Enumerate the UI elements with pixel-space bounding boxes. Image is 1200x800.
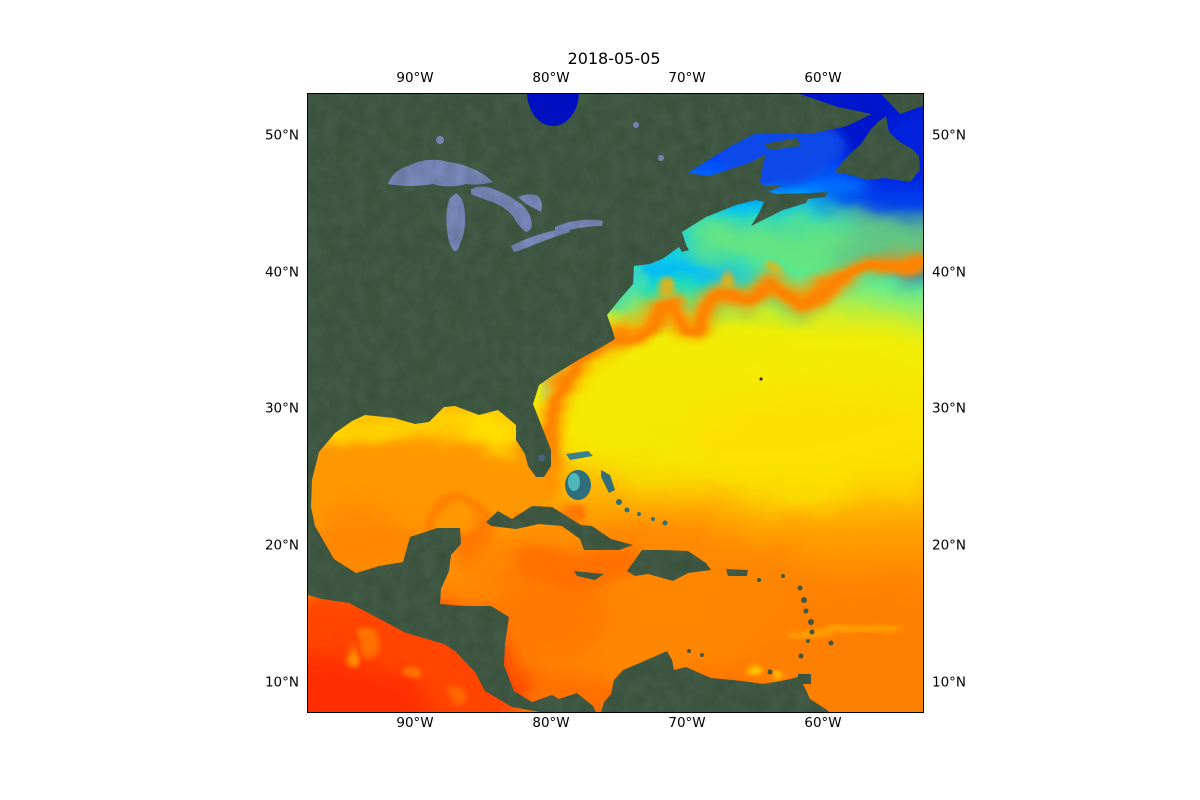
lake-michigan bbox=[446, 193, 466, 252]
hispaniola bbox=[627, 550, 711, 581]
newfoundland bbox=[834, 116, 920, 182]
tick-top-60w: 60°W bbox=[804, 70, 842, 86]
bermuda-dot bbox=[759, 377, 763, 381]
sst-map-canvas bbox=[308, 94, 923, 712]
lake-nipigon bbox=[436, 136, 444, 144]
puerto-rico bbox=[726, 569, 748, 576]
anticosti-island bbox=[764, 138, 801, 150]
map-frame bbox=[307, 93, 924, 713]
georgian-bay bbox=[518, 194, 542, 212]
lake-mistassini bbox=[633, 122, 639, 128]
tick-bottom-90w: 90°W bbox=[396, 715, 434, 731]
tick-left-30n: 30°N bbox=[264, 400, 299, 417]
tick-bottom-70w: 70°W bbox=[668, 715, 706, 731]
south-america bbox=[601, 651, 829, 712]
james-bay bbox=[527, 94, 579, 126]
tick-right-20n: 20°N bbox=[932, 537, 967, 554]
tick-left-10n: 10°N bbox=[264, 674, 299, 691]
tick-bottom-60w: 60°W bbox=[804, 715, 842, 731]
tick-right-40n: 40°N bbox=[932, 264, 967, 281]
tick-top-70w: 70°W bbox=[668, 70, 706, 86]
tick-left-50n: 50°N bbox=[264, 127, 299, 144]
plot-title: 2018-05-05 bbox=[567, 49, 661, 68]
tick-bottom-80w: 80°W bbox=[532, 715, 570, 731]
lesser-antilles bbox=[687, 574, 834, 675]
lake-okeechobee bbox=[538, 454, 546, 462]
lake-superior bbox=[388, 159, 493, 187]
labrador-corner bbox=[881, 94, 923, 114]
jamaica bbox=[574, 571, 604, 580]
great-lakes bbox=[388, 122, 664, 252]
lake-huron bbox=[471, 186, 532, 232]
tick-top-90w: 90°W bbox=[396, 70, 434, 86]
tick-right-10n: 10°N bbox=[932, 674, 967, 691]
cuba bbox=[486, 506, 633, 550]
tick-right-50n: 50°N bbox=[932, 127, 967, 144]
lake-ontario bbox=[555, 219, 603, 232]
trinidad bbox=[798, 674, 811, 684]
landmass bbox=[308, 94, 923, 712]
north-america-mainland bbox=[308, 94, 872, 712]
lac-saint-jean bbox=[658, 155, 664, 161]
tick-left-20n: 20°N bbox=[264, 537, 299, 554]
lake-erie bbox=[511, 227, 570, 252]
prince-edward-island bbox=[764, 185, 785, 191]
tick-right-30n: 30°N bbox=[932, 400, 967, 417]
tick-left-40n: 40°N bbox=[264, 264, 299, 281]
bahamas-banks bbox=[538, 451, 668, 526]
tick-top-80w: 80°W bbox=[532, 70, 570, 86]
